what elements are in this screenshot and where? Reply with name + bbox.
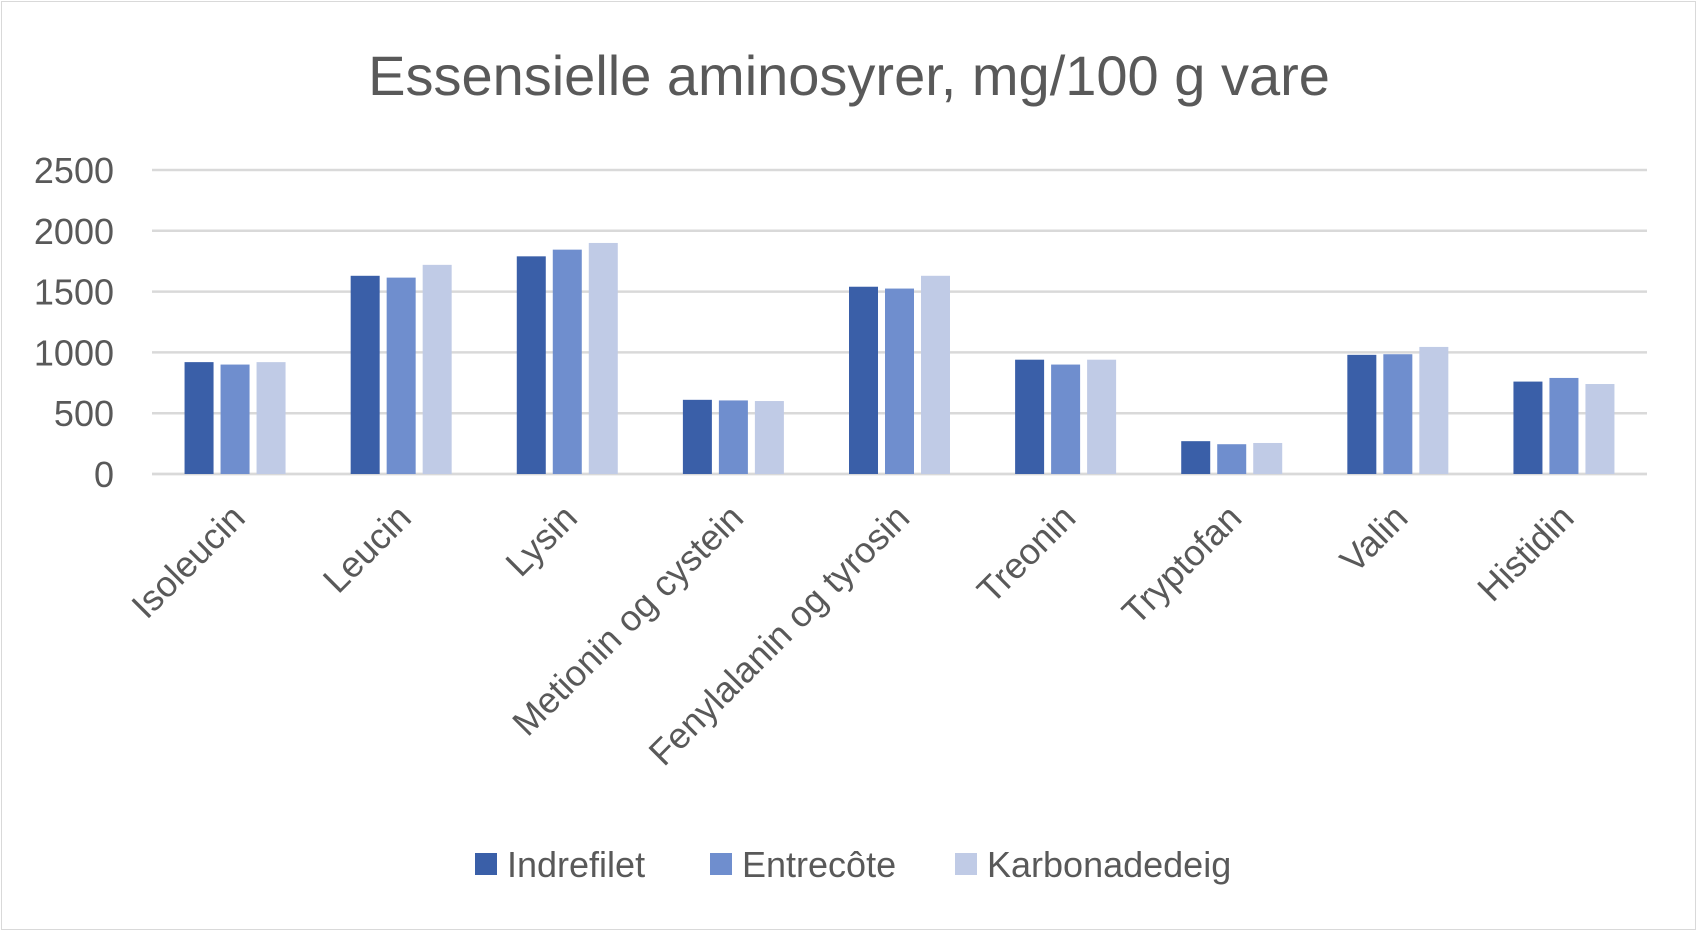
x-category-label: Isoleucin <box>123 497 252 626</box>
bar-indrefilet-8 <box>1513 381 1543 474</box>
x-category-label: Leucin <box>315 497 419 601</box>
bar-indrefilet-6 <box>1181 441 1211 474</box>
legend-label: Indrefilet <box>507 844 645 885</box>
legend-swatch <box>475 853 497 875</box>
y-tick-label: 1000 <box>34 332 114 373</box>
bar-entrec-te-5 <box>1051 364 1081 474</box>
x-category-label: Histidin <box>1469 497 1581 609</box>
x-category-label: Lysin <box>497 497 584 584</box>
bar-entrec-te-7 <box>1383 354 1413 474</box>
bar-karbonadedeig-5 <box>1087 359 1117 474</box>
y-tick-label: 1500 <box>34 272 114 313</box>
bar-indrefilet-4 <box>849 286 878 474</box>
bar-entrec-te-3 <box>718 400 748 474</box>
bars <box>184 242 1615 474</box>
bar-indrefilet-7 <box>1347 354 1377 474</box>
x-category-label: Treonin <box>969 497 1083 611</box>
bar-indrefilet-3 <box>682 399 712 474</box>
bar-karbonadedeig-8 <box>1585 384 1615 474</box>
legend-swatch <box>955 853 977 875</box>
bar-karbonadedeig-4 <box>921 275 950 474</box>
bar-entrec-te-6 <box>1217 444 1247 474</box>
bar-karbonadedeig-1 <box>422 264 452 474</box>
bar-karbonadedeig-3 <box>754 401 784 474</box>
legend: Indrefilet Entrecôte Karbonadedeig <box>475 844 1231 885</box>
bar-entrec-te-4 <box>885 288 914 474</box>
bar-entrec-te-1 <box>386 277 416 474</box>
bar-indrefilet-2 <box>516 256 546 474</box>
x-category-label: Tryptofan <box>1114 497 1250 633</box>
bar-entrec-te-8 <box>1549 377 1579 474</box>
bar-entrec-te-0 <box>220 364 250 474</box>
legend-label: Karbonadedeig <box>987 844 1231 885</box>
y-tick-label: 2000 <box>34 211 114 252</box>
y-tick-label: 500 <box>54 393 114 434</box>
legend-swatch <box>710 853 732 875</box>
bar-indrefilet-5 <box>1015 359 1045 474</box>
chart-title: Essensielle aminosyrer, mg/100 g vare <box>368 44 1330 107</box>
y-tick-label: 2500 <box>34 150 114 191</box>
bar-karbonadedeig-0 <box>256 362 286 474</box>
bar-entrec-te-2 <box>552 249 582 474</box>
legend-label: Entrecôte <box>742 844 896 885</box>
bar-karbonadedeig-7 <box>1419 346 1449 474</box>
y-tick-label: 0 <box>94 454 114 495</box>
x-category-label: Valin <box>1332 497 1416 581</box>
bar-karbonadedeig-6 <box>1253 442 1283 474</box>
bar-indrefilet-0 <box>184 362 214 474</box>
bar-indrefilet-1 <box>350 275 380 474</box>
bar-karbonadedeig-2 <box>588 242 618 474</box>
y-axis-ticks: 0 500 1000 1500 2000 2500 <box>34 150 114 495</box>
